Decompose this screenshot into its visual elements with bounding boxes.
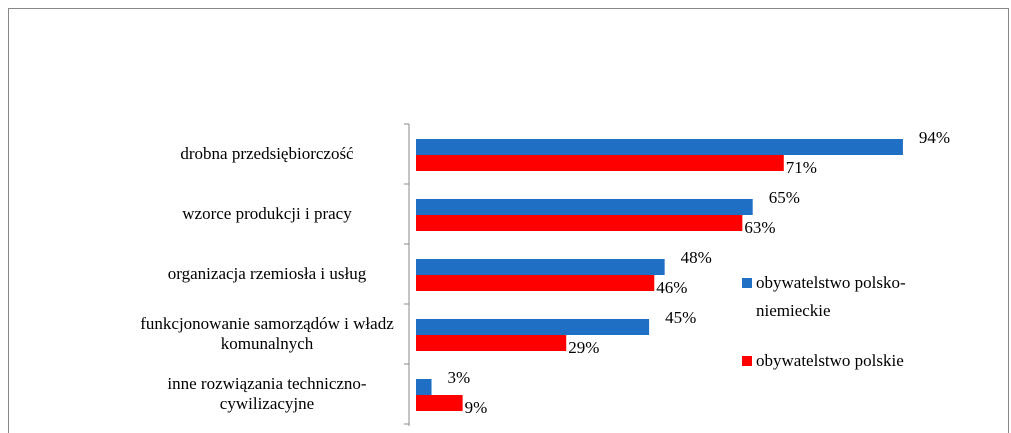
legend-swatch	[742, 278, 752, 288]
bar	[416, 335, 567, 351]
bar	[416, 395, 463, 411]
data-label: 45%	[665, 308, 696, 327]
y-tick-label: wzorce produkcji i pracy	[182, 204, 352, 223]
bar	[416, 139, 903, 155]
bar	[416, 199, 753, 215]
y-tick-label: drobna przedsiębiorczość	[180, 144, 354, 163]
bar	[416, 275, 655, 291]
data-label: 65%	[769, 188, 800, 207]
legend-label: obywatelstwo polsko-niemieckie	[756, 273, 906, 320]
data-label: 63%	[744, 218, 775, 237]
y-tick-label: inne rozwiązania techniczno-cywilizacyjn…	[167, 374, 367, 413]
data-label: 29%	[568, 338, 599, 357]
y-tick-label: funkcjonowanie samorządów i władz komuna…	[140, 314, 394, 353]
data-label: 94%	[919, 128, 950, 147]
data-label: 46%	[656, 278, 687, 297]
data-label: 9%	[465, 398, 488, 417]
legend-label: obywatelstwo polskie	[756, 351, 904, 370]
data-label: 3%	[448, 368, 471, 387]
bar	[416, 319, 650, 335]
bar	[416, 215, 743, 231]
y-tick-label: organizacja rzemiosła i usług	[167, 264, 367, 283]
bar	[416, 379, 432, 395]
bar	[416, 259, 665, 275]
legend-swatch	[742, 356, 752, 366]
bar	[416, 155, 784, 171]
frame	[8, 8, 1009, 433]
data-label: 48%	[681, 248, 712, 267]
data-label: 71%	[786, 158, 817, 177]
